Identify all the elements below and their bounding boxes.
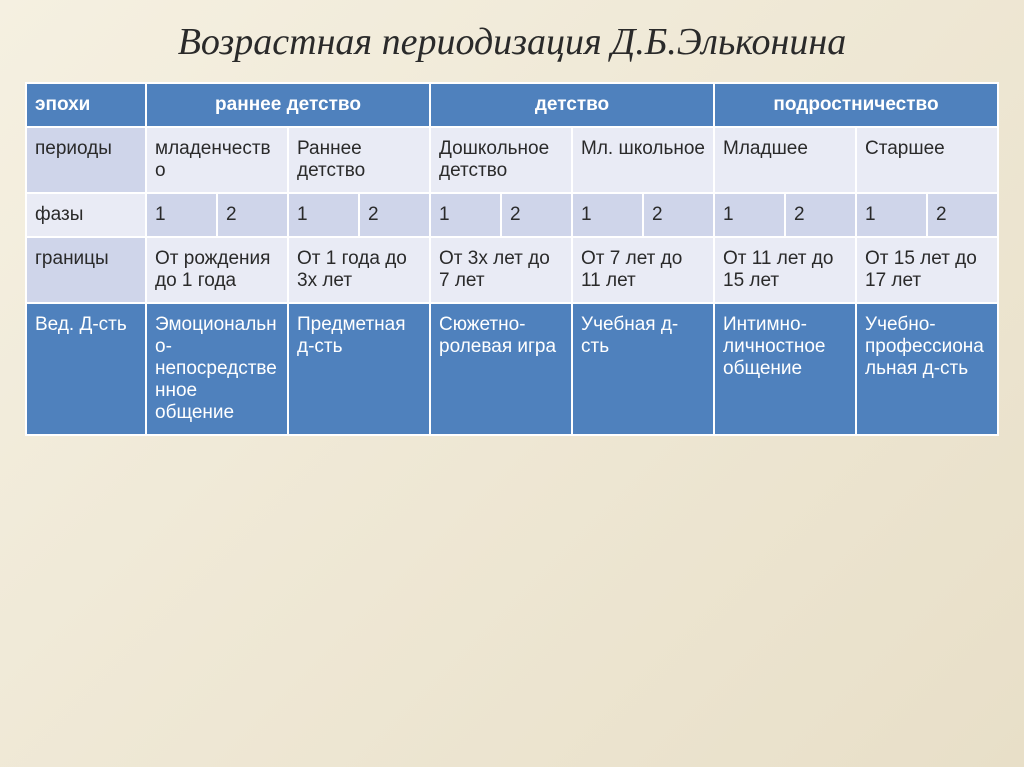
row-label-phases: фазы <box>26 193 146 237</box>
phase-cell: 2 <box>643 193 714 237</box>
epoch-cell: подростничество <box>714 83 998 127</box>
phase-cell: 1 <box>572 193 643 237</box>
period-cell: младенчество <box>146 127 288 193</box>
activity-cell: Предметная д-сть <box>288 303 430 435</box>
phase-cell: 1 <box>288 193 359 237</box>
table-row-bounds: границы От рождения до 1 года От 1 года … <box>26 237 998 303</box>
activity-cell: Учебно-профессиональная д-сть <box>856 303 998 435</box>
phase-cell: 1 <box>714 193 785 237</box>
activity-cell: Интимно-личностное общение <box>714 303 856 435</box>
bounds-cell: От рождения до 1 года <box>146 237 288 303</box>
epoch-cell: раннее детство <box>146 83 430 127</box>
phase-cell: 2 <box>927 193 998 237</box>
bounds-cell: От 1 года до 3х лет <box>288 237 430 303</box>
row-label-bounds: границы <box>26 237 146 303</box>
phase-cell: 2 <box>785 193 856 237</box>
activity-cell: Эмоционально-непосредственное общение <box>146 303 288 435</box>
periodization-table: эпохи раннее детство детство подростниче… <box>25 82 999 436</box>
period-cell: Дошкольное детство <box>430 127 572 193</box>
activity-cell: Сюжетно-ролевая игра <box>430 303 572 435</box>
table-row-phases: фазы 1 2 1 2 1 2 1 2 1 2 1 2 <box>26 193 998 237</box>
row-label-epochs: эпохи <box>26 83 146 127</box>
bounds-cell: От 3х лет до 7 лет <box>430 237 572 303</box>
epoch-cell: детство <box>430 83 714 127</box>
period-cell: Раннее детство <box>288 127 430 193</box>
period-cell: Младшее <box>714 127 856 193</box>
activity-cell: Учебная д-сть <box>572 303 714 435</box>
row-label-periods: периоды <box>26 127 146 193</box>
phase-cell: 1 <box>146 193 217 237</box>
table-row-periods: периоды младенчество Раннее детство Дошк… <box>26 127 998 193</box>
period-cell: Мл. школьное <box>572 127 714 193</box>
phase-cell: 2 <box>501 193 572 237</box>
phase-cell: 2 <box>217 193 288 237</box>
period-cell: Старшее <box>856 127 998 193</box>
bounds-cell: От 7 лет до 11 лет <box>572 237 714 303</box>
table-row-activity: Вед. Д-сть Эмоционально-непосредственное… <box>26 303 998 435</box>
phase-cell: 1 <box>856 193 927 237</box>
page-title: Возрастная периодизация Д.Б.Эльконина <box>25 20 999 64</box>
phase-cell: 1 <box>430 193 501 237</box>
table-row-epochs: эпохи раннее детство детство подростниче… <box>26 83 998 127</box>
row-label-activity: Вед. Д-сть <box>26 303 146 435</box>
phase-cell: 2 <box>359 193 430 237</box>
bounds-cell: От 15 лет до 17 лет <box>856 237 998 303</box>
bounds-cell: От 11 лет до 15 лет <box>714 237 856 303</box>
